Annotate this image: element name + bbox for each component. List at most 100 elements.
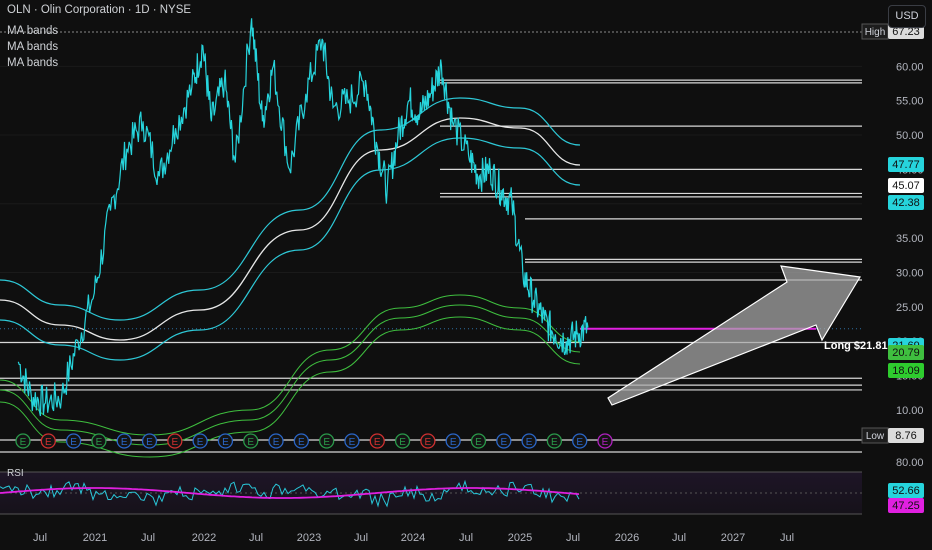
price-tag-45-07-box	[888, 178, 924, 193]
earnings-marker[interactable]: E	[65, 433, 82, 449]
earnings-marker-label: E	[450, 437, 457, 448]
earnings-marker-label: E	[121, 437, 128, 448]
earnings-marker-circle[interactable]	[496, 433, 512, 449]
earnings-marker-circle[interactable]	[141, 433, 158, 449]
rsi-ma_value-tag: 47.25	[888, 498, 924, 513]
price-series-line	[17, 18, 589, 417]
earnings-marker-circle[interactable]	[15, 433, 31, 449]
earnings-marker[interactable]: E	[521, 433, 537, 449]
earnings-marker[interactable]: E	[141, 433, 158, 449]
earnings-marker[interactable]: E	[268, 433, 284, 449]
earnings-marker[interactable]: E	[293, 433, 309, 449]
earnings-marker-label: E	[399, 437, 406, 448]
long-position-annotation: Long $21.81	[824, 340, 888, 352]
earnings-marker-label: E	[500, 437, 507, 448]
earnings-marker-circle[interactable]	[546, 433, 563, 449]
low-tag: Low	[861, 427, 889, 444]
earnings-marker[interactable]: E	[344, 433, 360, 449]
earnings-marker-circle[interactable]	[40, 433, 56, 449]
price-tag-47-77-box	[888, 157, 924, 172]
earnings-marker[interactable]: E	[243, 433, 259, 449]
earnings-marker[interactable]: E	[192, 433, 208, 449]
earnings-marker[interactable]: E	[40, 433, 56, 449]
price-tag-45-07: 45.07	[888, 178, 924, 193]
x-tick-label: 2026	[615, 532, 639, 544]
price-tag-47-77-value: 47.77	[892, 159, 920, 171]
ma-band-mid	[0, 117, 581, 341]
rsi-ma-line	[0, 487, 580, 499]
earnings-marker-label: E	[551, 437, 558, 448]
price-tag-18-09-value: 18.09	[892, 365, 920, 377]
x-tick-label: Jul	[33, 532, 47, 544]
earnings-marker-circle[interactable]	[217, 433, 234, 449]
earnings-marker[interactable]: E	[572, 433, 588, 449]
earnings-marker-circle[interactable]	[597, 433, 613, 449]
earnings-marker-label: E	[576, 437, 583, 448]
earnings-marker-circle[interactable]	[319, 433, 335, 449]
earnings-marker-circle[interactable]	[470, 433, 487, 449]
low-price-tag-value: 8.76	[895, 430, 916, 442]
earnings-marker[interactable]: E	[167, 433, 183, 449]
low-price-tag-box	[888, 428, 924, 443]
x-tick-label: 2022	[192, 532, 216, 544]
x-tick-label: Jul	[672, 532, 686, 544]
x-tick-label: Jul	[780, 532, 794, 544]
earnings-marker-circle[interactable]	[394, 433, 411, 449]
rsi-label: RSI	[7, 468, 24, 479]
earnings-marker-circle[interactable]	[167, 433, 183, 449]
earnings-marker-circle[interactable]	[116, 433, 132, 449]
long-ma-band-lower	[0, 316, 581, 458]
price-tag-42-38: 42.38	[888, 195, 924, 210]
earnings-marker-label: E	[70, 437, 77, 448]
earnings-marker-circle[interactable]	[192, 433, 208, 449]
earnings-marker[interactable]: E	[420, 433, 436, 449]
earnings-marker-circle[interactable]	[572, 433, 588, 449]
earnings-marker-label: E	[323, 437, 330, 448]
price-tag-20-79-box	[888, 345, 924, 360]
earnings-marker-circle[interactable]	[369, 433, 385, 449]
earnings-marker[interactable]: E	[394, 433, 411, 449]
earnings-marker-circle[interactable]	[445, 433, 461, 449]
earnings-marker[interactable]: E	[369, 433, 385, 449]
earnings-marker[interactable]: E	[496, 433, 512, 449]
earnings-marker[interactable]: E	[470, 433, 487, 449]
earnings-marker[interactable]: E	[116, 433, 132, 449]
x-tick-label: 2027	[721, 532, 745, 544]
earnings-marker-label: E	[197, 437, 204, 448]
price-tag-20-79: 20.79	[888, 345, 924, 360]
earnings-marker-label: E	[475, 437, 482, 448]
earnings-marker-label: E	[526, 437, 533, 448]
earnings-marker[interactable]: E	[15, 433, 31, 449]
earnings-marker-circle[interactable]	[344, 433, 360, 449]
earnings-marker-circle[interactable]	[521, 433, 537, 449]
earnings-marker-circle[interactable]	[420, 433, 436, 449]
y-tick-label: 50.00	[896, 130, 924, 142]
trend-arrow	[607, 265, 861, 406]
earnings-marker[interactable]: E	[319, 433, 335, 449]
long-ma-band-upper	[0, 294, 581, 436]
earnings-marker-label: E	[222, 437, 229, 448]
currency-button[interactable]: USD	[888, 5, 926, 28]
earnings-marker[interactable]: E	[91, 433, 107, 449]
earnings-marker-circle[interactable]	[91, 433, 107, 449]
high-tag: High	[861, 23, 889, 40]
earnings-marker[interactable]: E	[546, 433, 563, 449]
y-tick-label: 60.00	[896, 61, 924, 73]
earnings-marker[interactable]: E	[445, 433, 461, 449]
indicator-ma-bands-3[interactable]: MA bands	[7, 57, 59, 69]
earnings-marker-circle[interactable]	[243, 433, 259, 449]
earnings-marker[interactable]: E	[217, 433, 234, 449]
price-tag-20-79-value: 20.79	[892, 347, 920, 359]
earnings-marker-circle[interactable]	[293, 433, 309, 449]
earnings-marker-label: E	[374, 437, 381, 448]
earnings-marker-circle[interactable]	[268, 433, 284, 449]
earnings-marker-label: E	[273, 437, 280, 448]
earnings-marker[interactable]: E	[597, 433, 613, 449]
earnings-marker-label: E	[247, 437, 254, 448]
earnings-marker-circle[interactable]	[65, 433, 82, 449]
ma-band-upper	[0, 97, 581, 321]
indicator-ma-bands-1[interactable]: MA bands	[7, 25, 59, 37]
indicator-ma-bands-2[interactable]: MA bands	[7, 41, 59, 53]
price-tag-42-38-box	[888, 195, 924, 210]
